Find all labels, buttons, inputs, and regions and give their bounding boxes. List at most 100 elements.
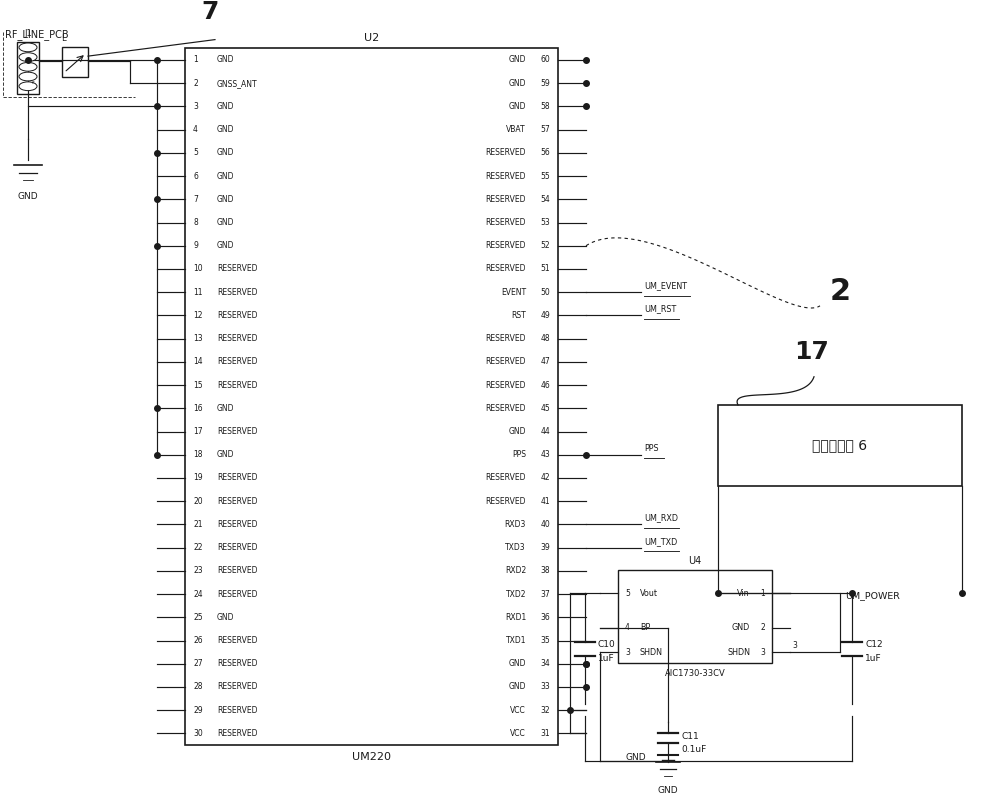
Text: RESERVED: RESERVED (217, 590, 258, 599)
Text: 43: 43 (540, 450, 550, 459)
Text: 5: 5 (193, 148, 198, 157)
Text: RESERVED: RESERVED (486, 497, 526, 506)
Text: C12: C12 (865, 641, 883, 649)
Text: 21: 21 (193, 520, 203, 529)
Text: GND: GND (217, 241, 234, 250)
Text: SHDN: SHDN (727, 648, 750, 657)
Text: GND: GND (509, 79, 526, 87)
Text: 17: 17 (193, 427, 203, 436)
Text: GND: GND (217, 125, 234, 134)
Text: GND: GND (509, 683, 526, 692)
Text: 1: 1 (760, 589, 765, 598)
Text: PPS: PPS (512, 450, 526, 459)
Text: 18: 18 (193, 450, 203, 459)
Text: 53: 53 (540, 218, 550, 227)
Ellipse shape (19, 63, 37, 71)
Text: RESERVED: RESERVED (486, 172, 526, 180)
Text: 16: 16 (193, 404, 203, 413)
Text: GND: GND (217, 218, 234, 227)
Text: RXD3: RXD3 (505, 520, 526, 529)
Text: 12: 12 (193, 311, 203, 320)
Text: 4: 4 (193, 125, 198, 134)
Text: 31: 31 (540, 729, 550, 738)
Text: L: L (61, 34, 66, 44)
Text: RESERVED: RESERVED (486, 264, 526, 273)
Text: RESERVED: RESERVED (217, 473, 258, 483)
Text: 39: 39 (540, 543, 550, 552)
Text: 57: 57 (540, 125, 550, 134)
Text: 29: 29 (193, 706, 203, 715)
Text: UM_EVENT: UM_EVENT (644, 281, 687, 291)
Ellipse shape (19, 52, 37, 61)
Ellipse shape (19, 43, 37, 52)
Text: RF_LINE_PCB: RF_LINE_PCB (5, 29, 69, 40)
Text: C11: C11 (681, 732, 699, 741)
Text: 49: 49 (540, 311, 550, 320)
Text: 3: 3 (760, 648, 765, 657)
Text: 33: 33 (540, 683, 550, 692)
Text: 32: 32 (540, 706, 550, 715)
Text: RESERVED: RESERVED (217, 264, 258, 273)
Ellipse shape (19, 82, 37, 91)
Text: GND: GND (217, 450, 234, 459)
Text: VCC: VCC (510, 706, 526, 715)
Text: RESERVED: RESERVED (217, 706, 258, 715)
Text: 20: 20 (193, 497, 203, 506)
Text: 56: 56 (540, 148, 550, 157)
Text: 58: 58 (540, 102, 550, 111)
Text: RESERVED: RESERVED (217, 380, 258, 390)
Text: 44: 44 (540, 427, 550, 436)
Text: GND: GND (217, 404, 234, 413)
Text: RXD2: RXD2 (505, 566, 526, 576)
Text: RESERVED: RESERVED (217, 543, 258, 552)
Text: 24: 24 (193, 590, 203, 599)
Text: 7: 7 (201, 1, 219, 25)
Text: J1: J1 (24, 29, 32, 37)
Text: 10: 10 (193, 264, 203, 273)
Text: RESERVED: RESERVED (486, 357, 526, 366)
Text: VBAT: VBAT (506, 125, 526, 134)
Text: 1uF: 1uF (598, 654, 615, 663)
Text: AIC1730-33CV: AIC1730-33CV (665, 669, 725, 678)
Text: RESERVED: RESERVED (486, 148, 526, 157)
Text: 42: 42 (540, 473, 550, 483)
Text: 17: 17 (795, 341, 829, 364)
Text: GND: GND (217, 56, 234, 64)
Text: RESERVED: RESERVED (486, 241, 526, 250)
Text: r: r (31, 80, 34, 85)
Text: UM_TXD: UM_TXD (644, 537, 677, 545)
Text: 60: 60 (540, 56, 550, 64)
Text: 充电电池组 6: 充电电池组 6 (812, 438, 868, 453)
Text: RESERVED: RESERVED (217, 659, 258, 669)
Text: GND: GND (217, 195, 234, 204)
Text: 7: 7 (193, 195, 198, 204)
Text: 5: 5 (625, 589, 630, 598)
Text: RESERVED: RESERVED (217, 334, 258, 343)
Text: 2: 2 (830, 277, 851, 306)
Text: 25: 25 (193, 613, 203, 622)
Bar (62, 48, 88, 76)
Text: 14: 14 (193, 357, 203, 366)
Text: GND: GND (217, 102, 234, 111)
Text: UM_RST: UM_RST (644, 304, 676, 314)
Text: 11: 11 (193, 287, 203, 297)
Text: RESERVED: RESERVED (486, 473, 526, 483)
Text: 50: 50 (540, 287, 550, 297)
Text: 13: 13 (193, 334, 203, 343)
Text: 51: 51 (540, 264, 550, 273)
Text: EVENT: EVENT (501, 287, 526, 297)
Text: SHDN: SHDN (640, 648, 663, 657)
Text: 45: 45 (540, 404, 550, 413)
Text: 37: 37 (540, 590, 550, 599)
Text: RESERVED: RESERVED (217, 287, 258, 297)
Text: RESERVED: RESERVED (217, 311, 258, 320)
Text: RESERVED: RESERVED (217, 427, 258, 436)
Text: 47: 47 (540, 357, 550, 366)
Text: 27: 27 (193, 659, 203, 669)
Text: UM_RXD: UM_RXD (644, 514, 678, 522)
Text: RESERVED: RESERVED (217, 357, 258, 366)
Text: 36: 36 (540, 613, 550, 622)
Text: 9: 9 (193, 241, 198, 250)
Text: GND: GND (18, 192, 38, 201)
Text: 2: 2 (760, 623, 765, 633)
